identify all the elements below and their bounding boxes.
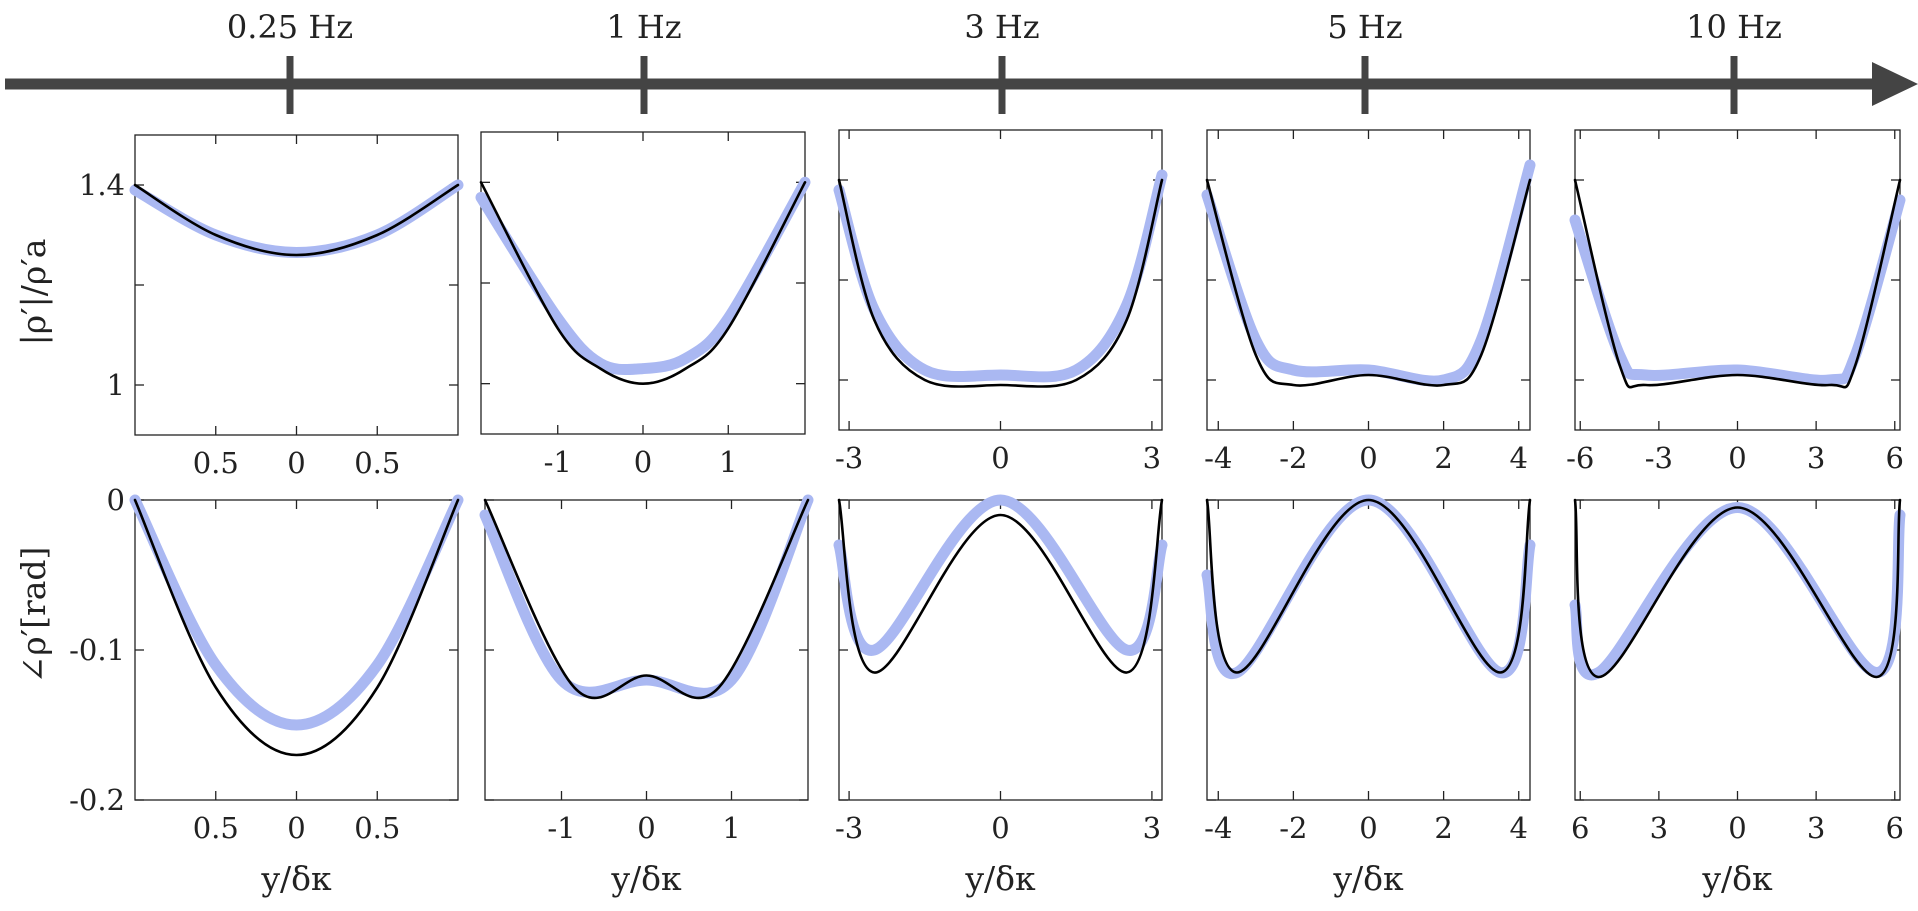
y-tick-label: -0.2 <box>69 783 125 817</box>
x-tick-label: 0.5 <box>354 811 400 845</box>
x-tick-label: 0 <box>287 446 305 480</box>
amplitude-panel-1Hz: -1 0 1 <box>475 131 811 479</box>
x-axis-label: y/δκ <box>260 859 332 898</box>
model-curve <box>837 498 1164 674</box>
x-tick-label: -6 <box>1566 441 1594 475</box>
phase-panel-0.25Hz: 0.5 0 0.5 -0.2 -0.1 0 y/δκ <box>69 483 464 898</box>
model-curve <box>133 498 460 757</box>
model-curve <box>1573 498 1902 679</box>
y-tick-label: 1.4 <box>79 168 125 202</box>
frequency-label: 5 Hz <box>1327 8 1402 46</box>
model-curve <box>1205 498 1532 674</box>
x-tick-label: 3 <box>1650 811 1668 845</box>
top-row-ylabel: |ρ′|/ρ′a <box>14 239 53 346</box>
x-tick-label: -1 <box>544 445 572 479</box>
x-tick-label: 6 <box>1571 811 1589 845</box>
x-tick-label: 3 <box>1143 441 1161 475</box>
x-tick-label: 0.5 <box>193 811 239 845</box>
timeline-arrowhead <box>1872 62 1918 106</box>
experiment-curve <box>479 494 814 699</box>
x-tick-label: 3 <box>1807 811 1825 845</box>
x-tick-label: 0 <box>637 811 655 845</box>
x-tick-label: -4 <box>1204 811 1232 845</box>
x-tick-label: 0 <box>634 445 652 479</box>
model-curve <box>1573 178 1902 389</box>
panel-frame <box>1574 129 1901 431</box>
x-tick-label: 0.5 <box>354 446 400 480</box>
x-tick-label: -2 <box>1279 441 1307 475</box>
x-tick-label: 0 <box>991 441 1009 475</box>
x-tick-label: -1 <box>547 811 575 845</box>
experiment-curve <box>833 494 1168 656</box>
x-axis-label: y/δκ <box>964 859 1036 898</box>
x-axis-label: y/δκ <box>1332 859 1404 898</box>
frequency-label: 0.25 Hz <box>227 8 353 46</box>
frequency-label: 1 Hz <box>606 8 681 46</box>
x-tick-label: -3 <box>835 441 863 475</box>
experiment-curve <box>129 179 464 258</box>
phase-panel-5Hz: -4 -2 0 2 4 y/δκ <box>1201 494 1536 898</box>
x-tick-label: 4 <box>1510 441 1528 475</box>
experiment-curve <box>1201 159 1536 387</box>
x-tick-label: 3 <box>1143 811 1161 845</box>
panel-grid: 0.5 0 0.511.4-1 0 1 -3 0 3 -4 -2 0 2 4 -6 -3 0 3 60.5 0 0.5… <box>69 129 1906 898</box>
x-tick-label: -3 <box>1645 441 1673 475</box>
x-tick-label: 1 <box>722 811 740 845</box>
x-tick-label: 0 <box>287 811 305 845</box>
amplitude-panel-10Hz: -6 -3 0 3 6 <box>1566 129 1906 475</box>
panel-frame <box>484 499 809 801</box>
y-tick-label: -0.1 <box>69 633 125 667</box>
frequency-label: 3 Hz <box>964 8 1039 46</box>
experiment-curve <box>1201 494 1536 680</box>
x-tick-label: -2 <box>1279 811 1307 845</box>
x-tick-label: 1 <box>719 445 737 479</box>
experiment-curve <box>475 176 811 376</box>
model-curve <box>837 178 1164 388</box>
x-tick-label: 6 <box>1886 441 1904 475</box>
experiment-curve <box>833 169 1168 383</box>
x-axis-label: y/δκ <box>1701 859 1773 898</box>
model-curve <box>479 181 807 385</box>
x-tick-label: -4 <box>1204 441 1232 475</box>
model-curve <box>1205 178 1532 387</box>
x-tick-label: 0 <box>1728 811 1746 845</box>
x-tick-label: 3 <box>1807 441 1825 475</box>
experiment-curve <box>1569 194 1906 386</box>
panel-frame <box>838 499 1163 801</box>
bottom-row-ylabel: ∠ρ′[rad] <box>14 547 53 684</box>
axis-labels: |ρ′|/ρ′a ∠ρ′[rad] <box>14 239 53 684</box>
amplitude-panel-5Hz: -4 -2 0 2 4 <box>1201 129 1536 475</box>
panel-frame <box>1206 129 1531 431</box>
phase-panel-10Hz: 6 3 0 3 6 y/δκ <box>1569 498 1906 898</box>
model-curve <box>483 498 810 700</box>
experiment-curve <box>1569 502 1906 681</box>
x-tick-label: 6 <box>1886 811 1904 845</box>
frequency-label: 10 Hz <box>1686 8 1782 46</box>
x-tick-label: 2 <box>1434 811 1452 845</box>
y-tick-label: 1 <box>107 368 125 402</box>
panel-frame <box>134 134 459 436</box>
x-tick-label: -3 <box>835 811 863 845</box>
amplitude-panel-0.25Hz: 0.5 0 0.5 1 1.4 <box>79 134 464 480</box>
x-tick-label: 0 <box>1728 441 1746 475</box>
phase-panel-1Hz: -1 0 1 y/δκ <box>479 494 814 898</box>
x-tick-label: 0 <box>1359 441 1377 475</box>
x-tick-label: 0 <box>1359 811 1377 845</box>
frequency-timeline: 0.25 Hz 1 Hz 3 Hz 5 Hz 10 Hz <box>5 8 1918 114</box>
y-tick-label: 0 <box>107 483 125 517</box>
x-tick-label: 2 <box>1434 441 1452 475</box>
phase-panel-3Hz: -3 0 3 y/δκ <box>833 494 1168 898</box>
model-curve <box>133 183 460 257</box>
x-tick-label: 0.5 <box>193 446 239 480</box>
amplitude-panel-3Hz: -3 0 3 <box>833 129 1168 475</box>
x-tick-label: 0 <box>991 811 1009 845</box>
experiment-curve <box>129 494 464 731</box>
x-tick-label: 4 <box>1510 811 1528 845</box>
x-axis-label: y/δκ <box>610 859 682 898</box>
